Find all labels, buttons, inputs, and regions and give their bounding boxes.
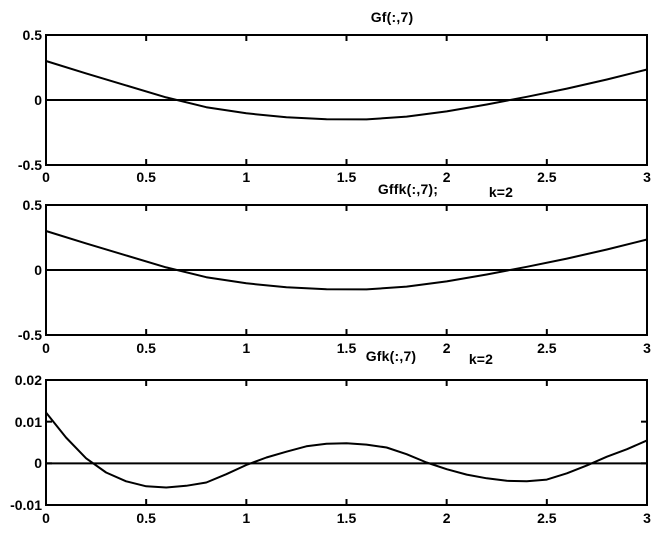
x-tick-label: 2.5 xyxy=(537,510,557,526)
subplot3-k-label: k=2 xyxy=(468,351,494,367)
y-tick-label: -0.5 xyxy=(17,327,42,343)
x-tick-label: 2 xyxy=(442,169,451,185)
subplot3-title: Gfk(:,7) xyxy=(365,348,417,364)
y-tick-label: 0 xyxy=(34,262,42,278)
subplot2-plot-area xyxy=(45,204,648,336)
x-tick-label: 3 xyxy=(643,340,651,356)
x-tick-label: 0.5 xyxy=(136,510,156,526)
data-curve xyxy=(45,230,648,291)
x-tick-label: 2.5 xyxy=(537,169,557,185)
x-tick-label: 1.5 xyxy=(336,510,357,526)
y-tick-label: 0 xyxy=(34,92,42,108)
x-tick-label: 0 xyxy=(42,169,50,185)
x-tick-label: 0 xyxy=(42,510,50,526)
y-tick-label: 0.5 xyxy=(22,197,42,213)
y-tick-label: -0.5 xyxy=(17,157,42,173)
x-tick-label: 1.5 xyxy=(336,340,357,356)
x-tick-label: 2.5 xyxy=(537,340,557,356)
subplot1-plot-area xyxy=(45,34,648,166)
y-tick-label: 0.5 xyxy=(22,27,42,43)
x-tick-label: 1 xyxy=(242,169,251,185)
data-curve xyxy=(45,60,648,121)
y-tick-label: -0.01 xyxy=(10,497,42,513)
subplot2-title: Gffk(:,7); xyxy=(377,181,439,197)
y-tick-label: 0 xyxy=(34,455,42,472)
x-tick-label: 0.5 xyxy=(136,169,156,185)
x-tick-label: 2 xyxy=(442,510,451,526)
subplot3-plot-area xyxy=(45,379,648,506)
x-tick-label: 1.5 xyxy=(336,169,357,185)
y-tick-label: 0.01 xyxy=(14,413,42,430)
x-tick-label: 3 xyxy=(643,510,651,526)
x-tick-label: 0.5 xyxy=(136,340,156,356)
data-curve xyxy=(45,411,648,489)
x-tick-label: 1 xyxy=(242,510,251,526)
x-tick-label: 3 xyxy=(643,169,651,185)
y-tick-label: 0.02 xyxy=(14,372,42,388)
x-tick-label: 1 xyxy=(242,340,251,356)
subplot1-title: Gf(:,7) xyxy=(370,9,414,25)
subplot2-k-label: k=2 xyxy=(488,184,514,200)
x-tick-label: 2 xyxy=(442,340,451,356)
x-tick-label: 0 xyxy=(42,340,50,356)
